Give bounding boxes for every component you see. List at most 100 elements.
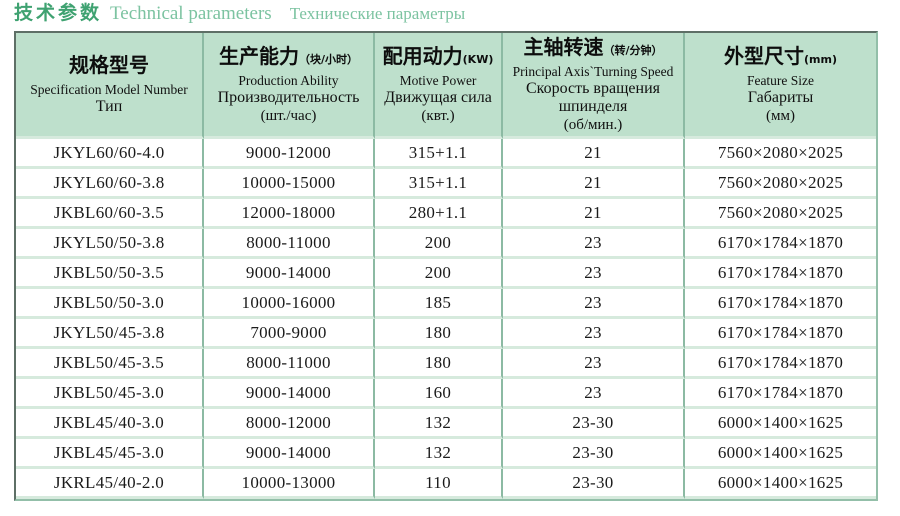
header-production-en: Production Ability <box>238 73 339 88</box>
table-row: JKYL50/45-3.8 7000-9000 180 23 6170×1784×187… <box>16 319 876 349</box>
table-body: JKYL60/60-4.0 9000-12000 315+1.1 21 7560×208… <box>16 139 876 499</box>
table-cell: JKBL45/40-3.0 <box>16 409 204 439</box>
header-power-ru2: (квт.) <box>421 108 455 124</box>
header-production-ru2: (шт./час) <box>260 108 317 124</box>
table-cell: 23 <box>503 349 685 379</box>
header-cell-size: 外型尺寸(mm) Feature Size Габариты (мм) <box>685 33 876 139</box>
table-cell: JKBL50/45-3.5 <box>16 349 204 379</box>
page-title-english: Technical parameters <box>110 3 272 24</box>
table-cell: 6170×1784×1870 <box>685 229 876 259</box>
header-size-cn: 外型尺寸(mm) <box>724 44 837 68</box>
header-power-cn: 配用动力(KW) <box>382 44 494 68</box>
table-cell: 200 <box>375 229 503 259</box>
page-title-russian: Технические параметры <box>289 4 466 23</box>
table-cell: 21 <box>503 199 685 229</box>
table-cell: 110 <box>375 469 503 499</box>
table-cell: 9000-12000 <box>204 139 375 169</box>
table-cell: 9000-14000 <box>204 439 375 469</box>
header-size-en: Feature Size <box>746 73 815 88</box>
page-title: 技术参数 Technical parameters Технические пара… <box>0 0 900 26</box>
table-cell: 23 <box>503 319 685 349</box>
table-row: JKRL45/40-2.0 10000-13000 110 23-30 6000×140… <box>16 469 876 499</box>
table-cell: 10000-15000 <box>204 169 375 199</box>
table-cell: 180 <box>375 319 503 349</box>
table-cell: 6000×1400×1625 <box>685 469 876 499</box>
table-cell: JKRL45/40-2.0 <box>16 469 204 499</box>
header-speed-cn: 主轴转速（转/分钟） <box>523 35 663 59</box>
header-size-ru2: (мм) <box>766 108 795 124</box>
header-row: 规格型号 Specification Model Number Тип 生产能力… <box>16 33 876 139</box>
header-cell-model: 规格型号 Specification Model Number Тип <box>16 33 204 139</box>
header-model-cn: 规格型号 <box>69 53 149 77</box>
table-cell: 132 <box>375 409 503 439</box>
header-model-ru: Тип <box>95 98 123 115</box>
table-cell: 9000-14000 <box>204 259 375 289</box>
table-row: JKYL50/50-3.8 8000-11000 200 23 6170×1784×18… <box>16 229 876 259</box>
table-cell: JKYL50/50-3.8 <box>16 229 204 259</box>
table-row: JKBL50/45-3.0 9000-14000 160 23 6170×1784×18… <box>16 379 876 409</box>
table-cell: 6000×1400×1625 <box>685 439 876 469</box>
table-cell: 8000-12000 <box>204 409 375 439</box>
table-cell: JKBL50/50-3.0 <box>16 289 204 319</box>
table-cell: JKYL50/45-3.8 <box>16 319 204 349</box>
table-cell: 23 <box>503 229 685 259</box>
table-cell: 6170×1784×1870 <box>685 349 876 379</box>
table-cell: 6000×1400×1625 <box>685 409 876 439</box>
table-cell: 23-30 <box>503 439 685 469</box>
page-title-chinese: 技术参数 <box>14 2 103 24</box>
header-cell-production: 生产能力（块/小时） Production Ability Производит… <box>204 33 375 139</box>
table-cell: JKBL50/45-3.0 <box>16 379 204 409</box>
table-row: JKBL45/45-3.0 9000-14000 132 23-30 6000×1400… <box>16 439 876 469</box>
table-row: JKBL50/50-3.5 9000-14000 200 23 6170×1784×18… <box>16 259 876 289</box>
table-cell: 7560×2080×2025 <box>685 139 876 169</box>
table-header: 规格型号 Specification Model Number Тип 生产能力… <box>16 33 876 139</box>
table-cell: 8000-11000 <box>204 229 375 259</box>
table-row: JKBL50/50-3.0 10000-16000 185 23 6170×1784×1… <box>16 289 876 319</box>
table-row: JKBL45/40-3.0 8000-12000 132 23-30 6000×1400… <box>16 409 876 439</box>
table-cell: 9000-14000 <box>204 379 375 409</box>
header-cell-power: 配用动力(KW) Motive Power Движущая сила (квт… <box>375 33 503 139</box>
table-cell: 23-30 <box>503 409 685 439</box>
table-row: JKBL60/60-3.5 12000-18000 280+1.1 21 7560×20… <box>16 199 876 229</box>
table-cell: 7560×2080×2025 <box>685 199 876 229</box>
table-row: JKBL50/45-3.5 8000-11000 180 23 6170×1784×18… <box>16 349 876 379</box>
header-speed-en: Principal Axis`Turning Speed <box>512 64 674 79</box>
table-cell: 6170×1784×1870 <box>685 259 876 289</box>
table-cell: 8000-11000 <box>204 349 375 379</box>
table-cell: 180 <box>375 349 503 379</box>
table-cell: 185 <box>375 289 503 319</box>
table-cell: 23 <box>503 379 685 409</box>
table-cell: 160 <box>375 379 503 409</box>
table-cell: 6170×1784×1870 <box>685 319 876 349</box>
table-cell: JKBL50/50-3.5 <box>16 259 204 289</box>
header-size-ru: Габариты <box>747 89 814 106</box>
table-cell: 132 <box>375 439 503 469</box>
header-power-ru: Движущая сила <box>384 89 492 106</box>
table-cell: 6170×1784×1870 <box>685 289 876 319</box>
spec-table: 规格型号 Specification Model Number Тип 生产能力… <box>16 33 876 499</box>
header-cell-speed: 主轴转速（转/分钟） Principal Axis`Turning Speed … <box>503 33 685 139</box>
table-cell: 6170×1784×1870 <box>685 379 876 409</box>
table-cell: 21 <box>503 169 685 199</box>
table-row: JKYL60/60-4.0 9000-12000 315+1.1 21 7560×208… <box>16 139 876 169</box>
table-cell: 280+1.1 <box>375 199 503 229</box>
table-cell: JKBL45/45-3.0 <box>16 439 204 469</box>
table-cell: JKBL60/60-3.5 <box>16 199 204 229</box>
header-production-cn: 生产能力（块/小时） <box>218 44 359 68</box>
table-cell: 21 <box>503 139 685 169</box>
header-power-en: Motive Power <box>399 73 477 88</box>
table-cell: 10000-16000 <box>204 289 375 319</box>
technical-parameters-table: 规格型号 Specification Model Number Тип 生产能力… <box>14 31 878 501</box>
table-row: JKYL60/60-3.8 10000-15000 315+1.1 21 7560×20… <box>16 169 876 199</box>
header-model-en: Specification Model Number <box>30 82 188 97</box>
table-cell: 315+1.1 <box>375 139 503 169</box>
table-cell: 7560×2080×2025 <box>685 169 876 199</box>
table-cell: 12000-18000 <box>204 199 375 229</box>
table-cell: 7000-9000 <box>204 319 375 349</box>
table-cell: 200 <box>375 259 503 289</box>
table-cell: JKYL60/60-4.0 <box>16 139 204 169</box>
header-production-ru: Производительность <box>217 89 360 106</box>
table-cell: 10000-13000 <box>204 469 375 499</box>
table-cell: 23-30 <box>503 469 685 499</box>
table-cell: 315+1.1 <box>375 169 503 199</box>
